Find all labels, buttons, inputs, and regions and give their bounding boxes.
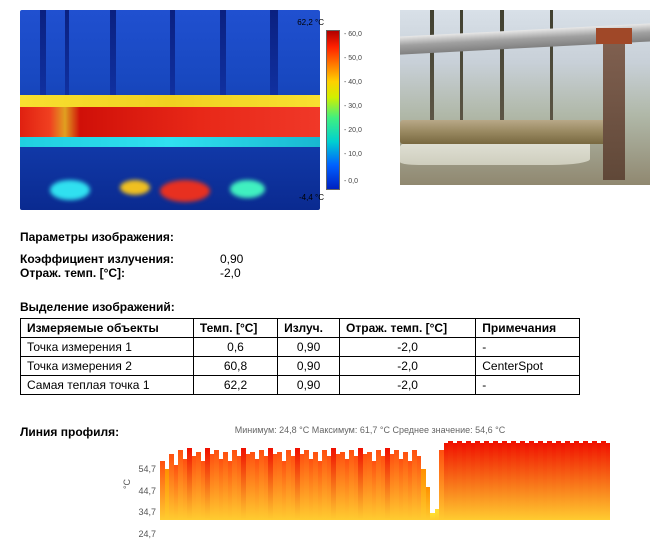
table-row: Самая теплая точка 162,20,90-2,0- [21, 376, 580, 395]
table-title: Выделение изображений: [20, 300, 651, 314]
table-cell: Самая теплая точка 1 [21, 376, 194, 395]
table-cell: - [476, 376, 580, 395]
table-cell: 62,2 [193, 376, 277, 395]
profile-chart: Минимум: 24,8 °C Максимум: 61,7 °C Средн… [130, 425, 610, 520]
colorbar-tick: - 10,0 [344, 151, 362, 158]
profile-section: Линия профиля: Минимум: 24,8 °C Максимум… [20, 425, 651, 520]
table-cell: - [476, 338, 580, 357]
colorbar-tick: - 20,0 [344, 127, 362, 134]
table-header: Примечания [476, 319, 580, 338]
table-row: Точка измерения 260,80,90-2,0CenterSpot [21, 357, 580, 376]
table-cell: -2,0 [340, 357, 476, 376]
colorbar-tick: - 0,0 [344, 178, 358, 185]
table-cell: -2,0 [340, 376, 476, 395]
reference-photo [400, 10, 650, 185]
colorbar-tick: - 50,0 [344, 55, 362, 62]
thermal-colorbar: 62,2 °C -4,4 °C - 60,0- 50,0- 40,0- 30,0… [326, 20, 360, 200]
profile-ytick: 54,7 [138, 464, 156, 474]
thermal-image: 62,2 °C -4,4 °C - 60,0 - 50,0 - 40,0 - 30,0… [20, 10, 360, 210]
profile-min: Минимум: 24,8 °C [235, 425, 310, 435]
table-cell: -2,0 [340, 338, 476, 357]
profile-ytick: 34,7 [138, 507, 156, 517]
profile-max: Максимум: 61,7 °C [312, 425, 390, 435]
profile-bar [606, 443, 611, 520]
table-header: Темп. [°C] [193, 319, 277, 338]
params-title: Параметры изображения: [20, 230, 651, 244]
param-label: Отраж. темп. [°C]: [20, 266, 220, 280]
table-cell: 0,90 [278, 376, 340, 395]
table-header: Излуч. [278, 319, 340, 338]
table-cell: 0,90 [278, 357, 340, 376]
param-value: -2,0 [220, 266, 280, 280]
profile-ytick: 44,7 [138, 486, 156, 496]
table-header: Отраж. темп. [°C] [340, 319, 476, 338]
profile-avg: Среднее значение: 54,6 °C [392, 425, 505, 435]
table-cell: 0,6 [193, 338, 277, 357]
measurements-table: Измеряемые объектыТемп. [°C]Излуч.Отраж.… [20, 318, 580, 395]
param-row: Отраж. темп. [°C]:-2,0 [20, 266, 651, 280]
image-row: 62,2 °C -4,4 °C - 60,0 - 50,0 - 40,0 - 30,0… [20, 10, 651, 210]
table-cell: Точка измерения 2 [21, 357, 194, 376]
scale-min: -4,4 °C [299, 193, 324, 202]
param-label: Коэффициент излучения: [20, 252, 220, 266]
table-cell: CenterSpot [476, 357, 580, 376]
colorbar-tick: - 40,0 [344, 79, 362, 86]
table-cell: 0,90 [278, 338, 340, 357]
image-parameters: Параметры изображения: Коэффициент излуч… [20, 230, 651, 280]
table-header: Измеряемые объекты [21, 319, 194, 338]
param-value: 0,90 [220, 252, 280, 266]
profile-stats: Минимум: 24,8 °C Максимум: 61,7 °C Средн… [130, 425, 610, 435]
colorbar-tick: - 60,0 [344, 31, 362, 38]
table-row: Точка измерения 10,60,90-2,0- [21, 338, 580, 357]
scale-max: 62,2 °C [297, 18, 324, 27]
profile-label: Линия профиля: [20, 425, 130, 441]
colorbar-tick: - 30,0 [344, 103, 362, 110]
table-cell: Точка измерения 1 [21, 338, 194, 357]
table-cell: 60,8 [193, 357, 277, 376]
profile-yunit: °C [122, 479, 132, 489]
param-row: Коэффициент излучения:0,90 [20, 252, 651, 266]
